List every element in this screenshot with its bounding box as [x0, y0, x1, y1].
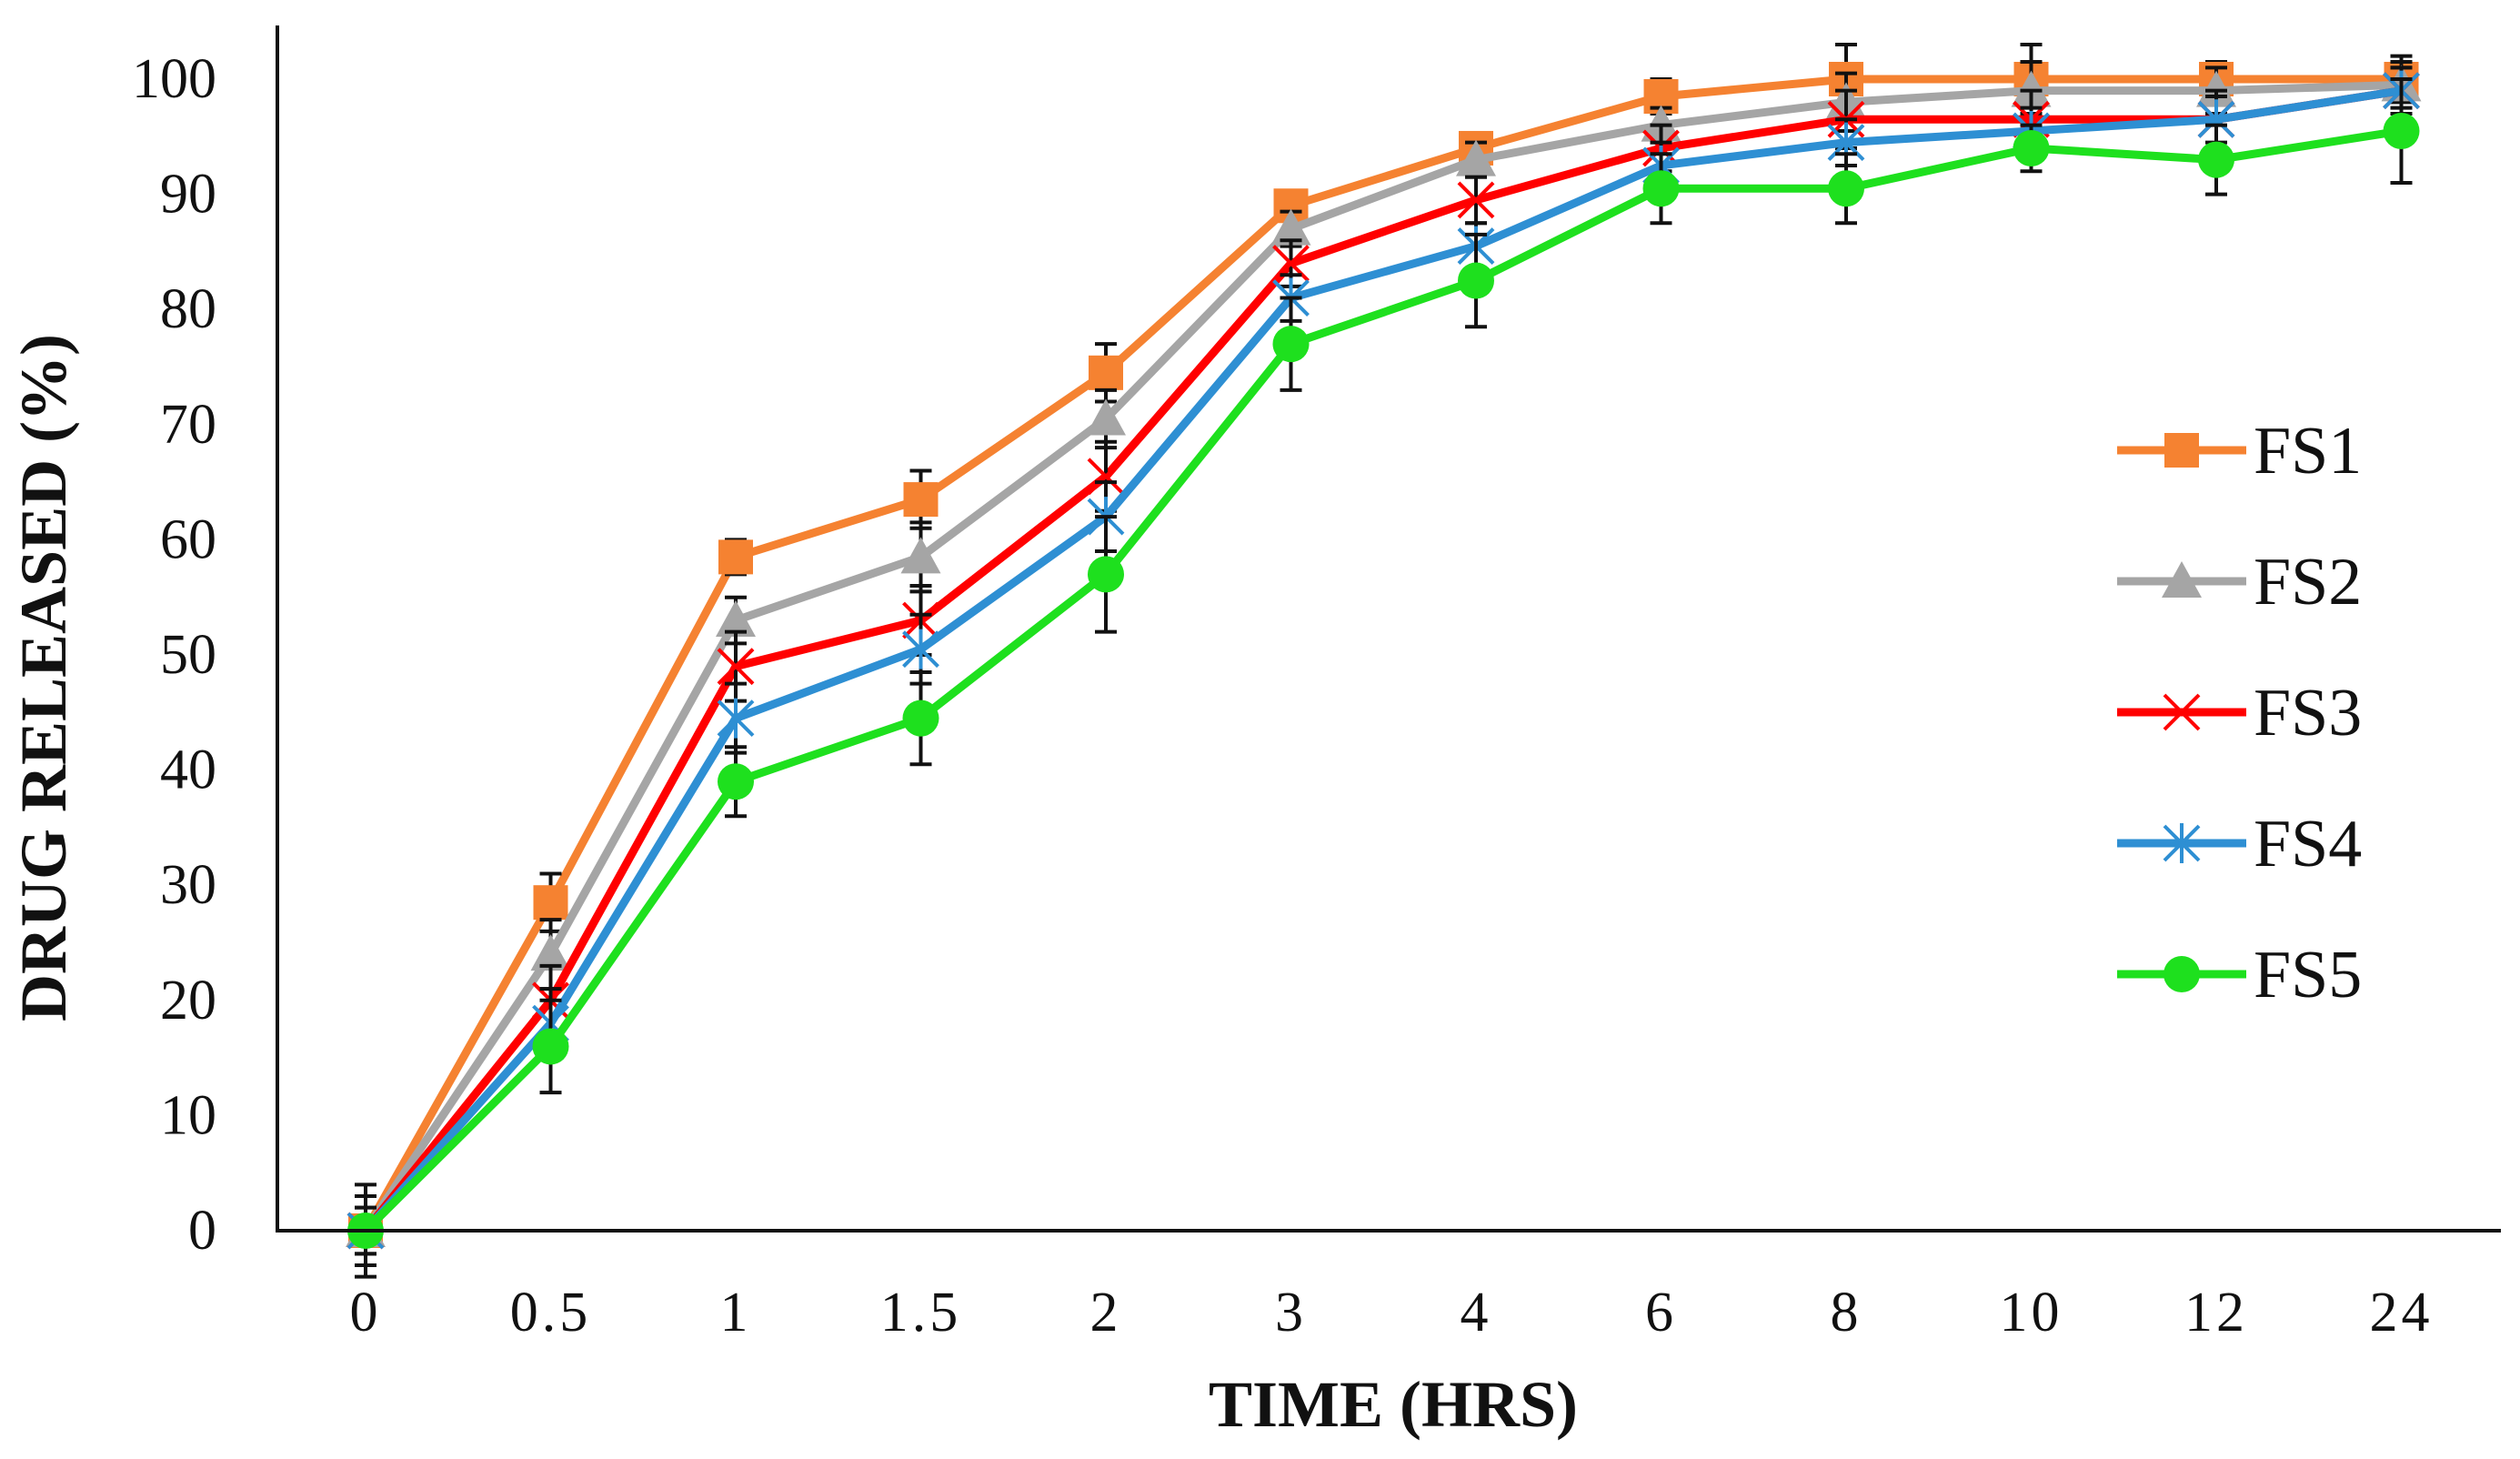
legend-item-fs2: FS2: [2117, 545, 2362, 619]
data-point: [900, 537, 941, 574]
x-tick-label: 24: [2370, 1282, 2434, 1343]
legend-marker: [2164, 433, 2199, 468]
data-point: [532, 1028, 569, 1065]
y-tick-label: 40: [160, 740, 216, 801]
series-line: [362, 86, 2403, 1233]
legend-label: FS5: [2254, 938, 2362, 1012]
legend-item-fs1: FS1: [2117, 414, 2362, 488]
series-fs5: [347, 77, 2420, 1279]
data-point: [2198, 141, 2234, 178]
legend-label: FS1: [2254, 414, 2362, 488]
y-tick-label: 70: [160, 394, 216, 456]
x-tick-label: 6: [1645, 1282, 1677, 1343]
x-axis-ticks: 0 0.5 1 1.5 2 3 4 6 8 10 12 24: [350, 1282, 2434, 1343]
data-point: [903, 482, 939, 518]
legend: FS1 FS2 FS3 FS4 FS5: [2117, 414, 2362, 1012]
legend-item-fs5: FS5: [2117, 938, 2362, 1012]
data-point: [717, 698, 755, 739]
data-point: [1272, 245, 1310, 282]
x-tick-label: 0.5: [510, 1282, 592, 1343]
data-point: [1458, 262, 1494, 299]
legend-label: FS3: [2254, 676, 2362, 750]
legend-item-fs3: FS3: [2117, 676, 2362, 750]
legend-label: FS2: [2254, 545, 2362, 619]
data-point: [717, 648, 755, 686]
x-tick-label: 2: [1090, 1282, 1122, 1343]
x-tick-label: 4: [1461, 1282, 1492, 1343]
data-point: [718, 539, 753, 575]
legend-item-fs4: FS4: [2117, 807, 2362, 881]
y-tick-label: 0: [188, 1200, 216, 1262]
y-tick-label: 20: [160, 970, 216, 1031]
data-point: [1642, 170, 1680, 207]
data-point: [1089, 355, 1123, 390]
legend-marker: [2162, 561, 2202, 598]
x-tick-label: 8: [1831, 1282, 1862, 1343]
y-axis-title: DRUG RELEASED (%): [7, 334, 80, 1021]
series-line: [362, 80, 2402, 1233]
data-point: [1456, 139, 1496, 176]
data-point: [718, 763, 754, 800]
y-tick-label: 80: [160, 278, 216, 340]
y-tick-label: 60: [160, 508, 216, 570]
data-point: [530, 934, 571, 971]
legend-label: FS4: [2254, 807, 2362, 881]
data-point: [533, 885, 568, 921]
data-point: [1270, 208, 1311, 246]
data-point: [1828, 170, 1864, 207]
legend-marker: [2163, 693, 2201, 731]
data-point: [1272, 326, 1310, 363]
x-tick-label: 1.5: [880, 1282, 962, 1343]
data-point: [1086, 398, 1126, 436]
data-point: [1088, 556, 1124, 593]
y-tick-label: 10: [160, 1084, 216, 1146]
y-tick-label: 30: [160, 854, 216, 916]
data-point: [2013, 129, 2050, 166]
x-tick-label: 1: [720, 1282, 752, 1343]
series-layer: [346, 43, 2422, 1279]
y-tick-label: 50: [160, 624, 216, 686]
x-tick-label: 3: [1275, 1282, 1307, 1343]
series-line: [362, 86, 2403, 1233]
data-point: [902, 629, 939, 669]
data-point: [1087, 458, 1125, 496]
x-axis-title: TIME (HRS): [1209, 1368, 1578, 1441]
data-point: [1457, 181, 1495, 219]
data-point: [2383, 112, 2420, 149]
data-point: [902, 699, 939, 737]
series-line: [362, 75, 2402, 1233]
y-axis-ticks: 0 10 20 30 40 50 60 70 80 90 100: [132, 48, 216, 1262]
data-point: [716, 600, 756, 638]
x-tick-label: 0: [350, 1282, 382, 1343]
x-tick-label: 10: [2000, 1282, 2063, 1343]
y-tick-label: 90: [160, 164, 216, 226]
series-line: [362, 126, 2403, 1234]
y-tick-label: 100: [132, 48, 216, 110]
legend-marker: [2163, 823, 2201, 863]
legend-marker: [2164, 956, 2200, 992]
x-tick-label: 12: [2184, 1282, 2248, 1343]
